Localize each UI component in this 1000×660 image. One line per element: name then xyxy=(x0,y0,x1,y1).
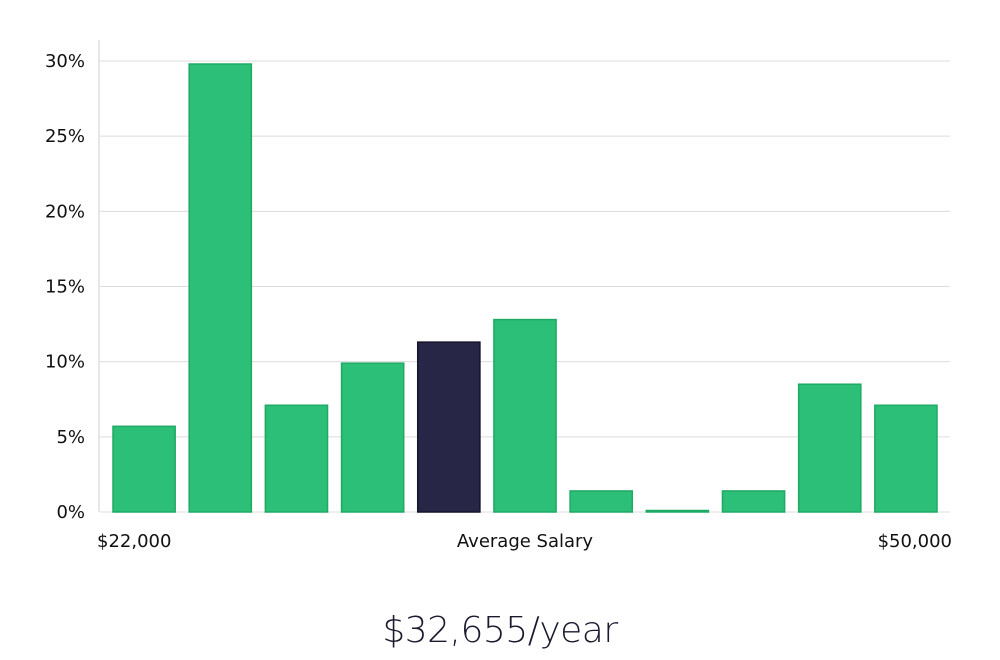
y-tick-label: 5% xyxy=(56,427,85,448)
bar xyxy=(797,383,862,513)
x-min-label: $22,000 xyxy=(97,531,171,552)
y-axis-ticks: 0% 5% 10% 15% 20% 25% 30% xyxy=(45,51,85,523)
x-center-label: Average Salary xyxy=(457,531,594,552)
y-tick-label: 25% xyxy=(45,126,85,147)
bar xyxy=(645,509,710,513)
bar-highlighted xyxy=(416,341,481,513)
bar xyxy=(188,63,253,513)
bar xyxy=(569,490,634,513)
bar xyxy=(112,425,176,513)
bar xyxy=(264,404,329,513)
y-tick-label: 15% xyxy=(45,277,85,298)
y-tick-label: 20% xyxy=(45,201,85,222)
x-max-label: $50,000 xyxy=(878,531,952,552)
bars xyxy=(112,63,938,513)
bar xyxy=(493,318,557,513)
average-salary-value: $32,655/year xyxy=(382,610,618,651)
y-tick-label: 0% xyxy=(56,502,85,523)
bar xyxy=(874,404,938,513)
y-tick-label: 30% xyxy=(45,51,85,72)
bar xyxy=(340,362,405,513)
y-tick-label: 10% xyxy=(45,352,85,373)
salary-histogram: 0% 5% 10% 15% 20% 25% 30% $22,000 Average Sala… xyxy=(45,40,952,552)
bar xyxy=(721,490,786,513)
